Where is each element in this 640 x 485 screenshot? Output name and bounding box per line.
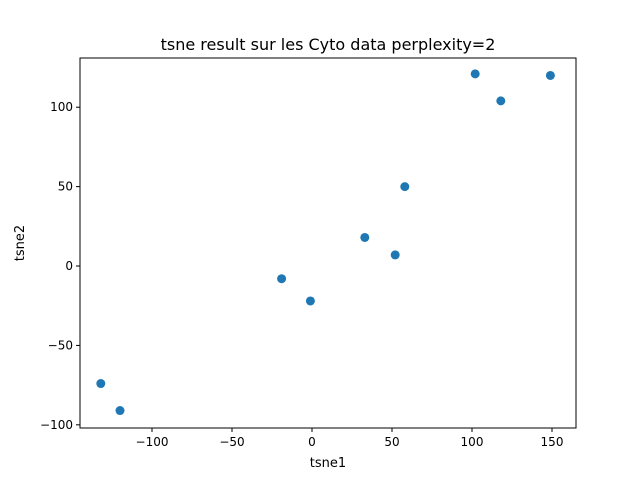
y-tick-label: 0 [65, 259, 73, 273]
x-tick-label: 0 [308, 435, 316, 449]
x-tick-label: 50 [384, 435, 399, 449]
data-point [115, 406, 125, 416]
data-point [305, 296, 315, 306]
data-point [496, 96, 506, 106]
y-tick-label: 100 [50, 100, 73, 114]
data-point [390, 250, 400, 260]
points-layer [96, 69, 555, 416]
y-axis-label: tsne2 [13, 225, 28, 261]
y-axis-ticks: −100 −50 0 50 100 [40, 100, 80, 432]
data-point [545, 70, 555, 80]
x-axis-label: tsne1 [310, 456, 346, 471]
data-point [400, 182, 410, 192]
x-tick-label: −50 [219, 435, 244, 449]
data-point [470, 69, 480, 79]
y-tick-label: −50 [48, 338, 73, 352]
plot-area [79, 57, 577, 429]
y-tick-label: −100 [40, 418, 73, 432]
x-axis-ticks: −100 −50 0 50 100 150 [136, 428, 564, 449]
x-tick-label: 100 [461, 435, 484, 449]
data-point [96, 379, 106, 389]
chart-title: tsne result sur les Cyto data perplexity… [161, 35, 496, 54]
x-tick-label: 150 [541, 435, 564, 449]
y-tick-label: 50 [58, 180, 73, 194]
axes-frame [79, 57, 577, 429]
data-point [360, 232, 370, 242]
data-point [277, 274, 287, 284]
x-tick-label: −100 [136, 435, 169, 449]
